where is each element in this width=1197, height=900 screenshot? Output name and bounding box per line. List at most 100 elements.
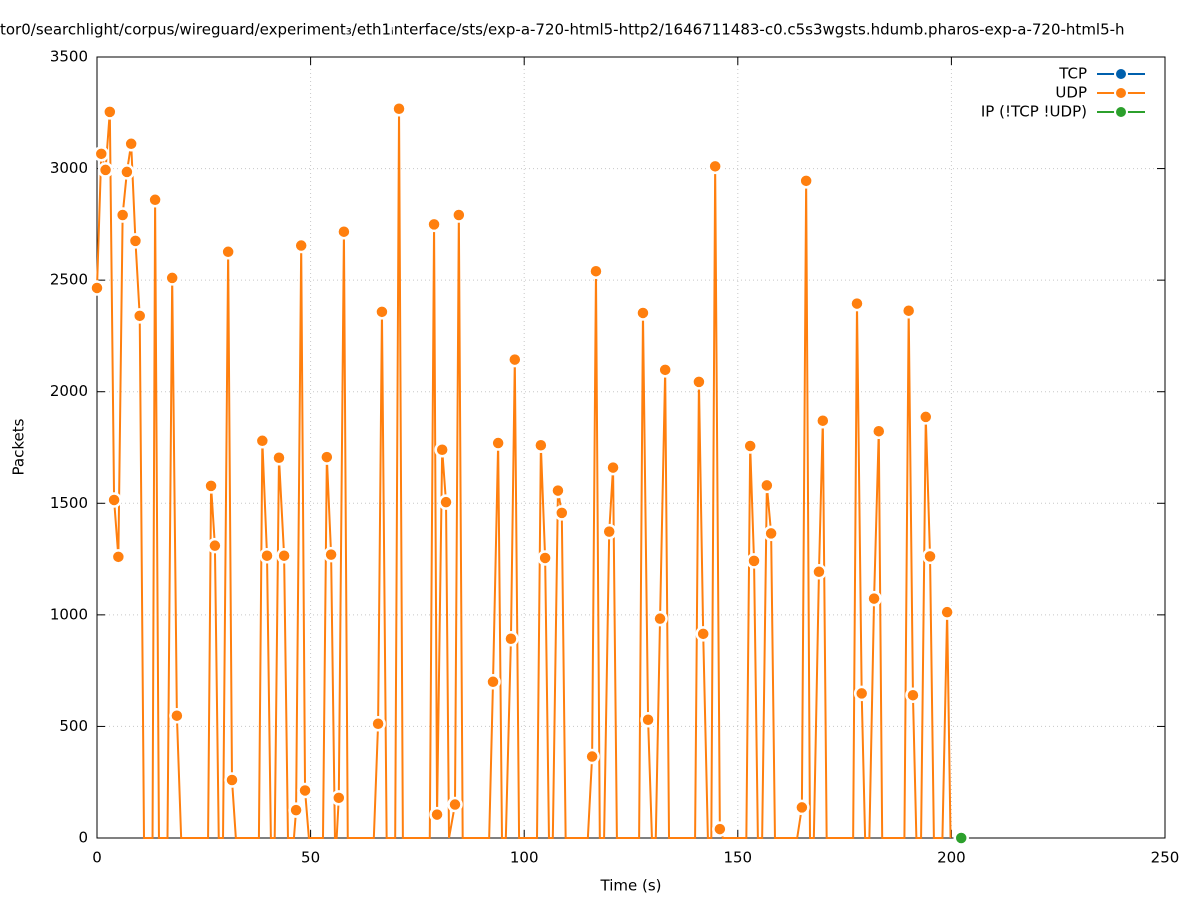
- data-point: [370, 716, 386, 732]
- data-point: [259, 547, 275, 564]
- data-point: [297, 782, 313, 799]
- data-point: [798, 173, 814, 189]
- data-point: [374, 304, 390, 320]
- data-point: [550, 482, 566, 499]
- data-point: [451, 207, 467, 223]
- data-point: [106, 492, 122, 508]
- data-point: [853, 685, 870, 702]
- data-point: [537, 550, 553, 566]
- data-point: [93, 146, 110, 162]
- data-point: [866, 590, 882, 607]
- x-axis-label: Time (s): [600, 877, 662, 895]
- data-point: [601, 523, 617, 540]
- data-point: [323, 546, 339, 563]
- data-point: [635, 305, 651, 321]
- data-point: [97, 162, 114, 178]
- data-point: [276, 547, 292, 564]
- data-point: [147, 192, 163, 208]
- data-point: [742, 438, 758, 454]
- data-point: [123, 136, 139, 152]
- data-point: [169, 707, 185, 724]
- data-point: [271, 450, 287, 466]
- x-tick-label: 0: [92, 849, 102, 867]
- data-point: [131, 308, 148, 324]
- y-tick-label: 500: [59, 717, 88, 735]
- data-point: [871, 423, 887, 439]
- legend-marker: [1114, 86, 1128, 100]
- chart-title: tor0/searchlight/corpus/wireguard/experi…: [0, 21, 1125, 39]
- x-tick-label: 150: [723, 849, 752, 867]
- data-point: [900, 302, 917, 319]
- data-point: [605, 459, 621, 476]
- data-point: [164, 270, 180, 286]
- data-point: [922, 548, 938, 565]
- data-point: [588, 263, 604, 279]
- data-point: [905, 687, 921, 703]
- x-tick-label: 200: [937, 849, 966, 867]
- data-point: [224, 772, 240, 788]
- data-point: [953, 830, 969, 846]
- data-point: [554, 505, 570, 521]
- data-point: [763, 525, 779, 542]
- data-point: [114, 207, 131, 223]
- data-point: [207, 537, 223, 554]
- data-point: [110, 549, 127, 565]
- data-point: [319, 449, 335, 465]
- data-point: [507, 351, 523, 368]
- data-point: [429, 806, 445, 823]
- y-tick-label: 2500: [50, 271, 88, 289]
- data-point: [794, 799, 810, 816]
- data-point: [811, 564, 827, 580]
- data-point: [485, 674, 501, 690]
- legend-marker: [1114, 105, 1128, 119]
- data-point: [759, 477, 775, 494]
- data-point: [707, 158, 723, 175]
- data-point: [533, 437, 549, 454]
- data-point: [657, 362, 673, 378]
- y-tick-label: 2000: [50, 382, 88, 400]
- data-point: [695, 626, 711, 642]
- y-tick-label: 3500: [50, 48, 88, 66]
- data-point: [438, 494, 454, 510]
- legend-marker: [1114, 67, 1128, 81]
- data-point: [640, 711, 656, 728]
- data-point: [336, 223, 352, 240]
- legend-label: UDP: [1055, 84, 1087, 102]
- data-point: [746, 553, 762, 569]
- data-point: [434, 441, 450, 458]
- data-point: [203, 478, 219, 494]
- data-point: [712, 821, 728, 837]
- data-point: [691, 374, 707, 390]
- y-axis-label: Packets: [10, 418, 28, 475]
- y-tick-label: 1000: [50, 605, 88, 623]
- data-point: [102, 104, 118, 120]
- legend-label: IP (!TCP !UDP): [981, 103, 1087, 121]
- x-tick-label: 100: [510, 849, 539, 867]
- data-point: [293, 237, 309, 254]
- data-point: [652, 610, 668, 627]
- data-point: [288, 802, 304, 818]
- data-point: [815, 412, 831, 429]
- data-point: [490, 435, 506, 451]
- data-point: [503, 630, 519, 647]
- data-point: [939, 604, 955, 620]
- data-point: [89, 280, 105, 296]
- y-tick-label: 3000: [50, 159, 88, 177]
- y-tick-label: 0: [78, 829, 88, 847]
- data-point: [584, 748, 600, 765]
- x-tick-label: 250: [1151, 849, 1180, 867]
- data-point: [918, 409, 934, 425]
- plot-border: [96, 56, 1166, 839]
- data-point: [447, 796, 463, 813]
- y-tick-label: 1500: [50, 494, 88, 512]
- data-point: [119, 164, 135, 180]
- data-point: [391, 101, 407, 117]
- data-point: [220, 244, 236, 260]
- data-point: [127, 233, 144, 249]
- x-tick-label: 50: [301, 849, 320, 867]
- data-point: [254, 433, 271, 449]
- legend-label: TCP: [1058, 65, 1087, 83]
- data-point: [426, 216, 442, 233]
